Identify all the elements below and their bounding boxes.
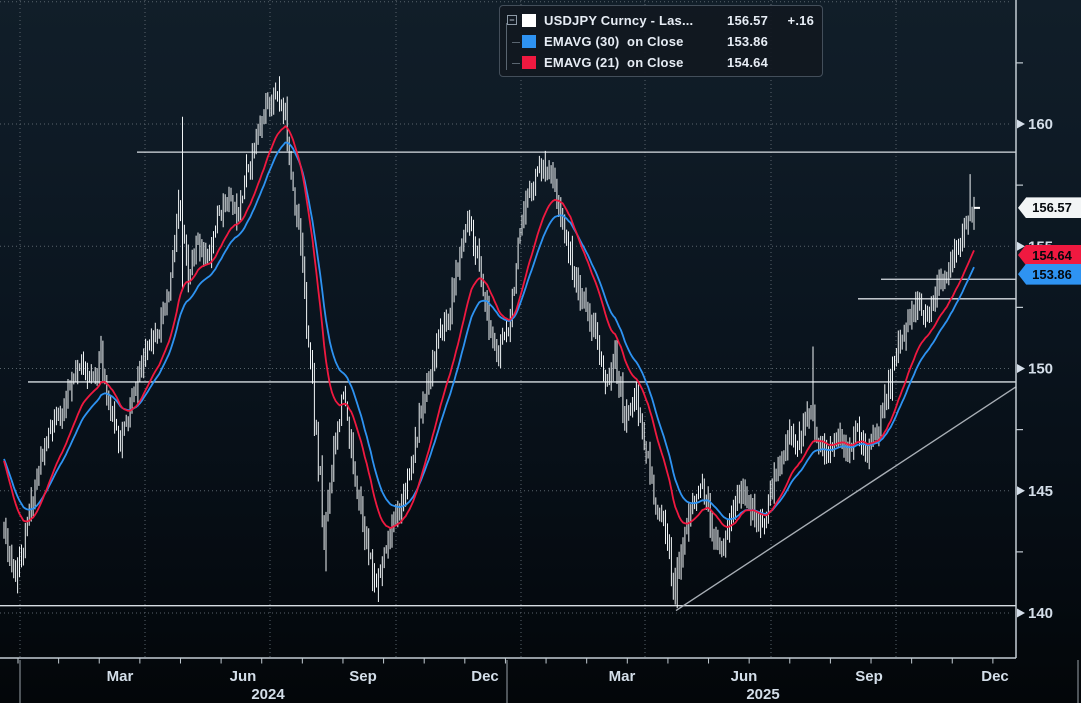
x-axis-labels: Mar Jun Sep Dec Mar Jun Sep Dec 2024 2025 — [107, 668, 1009, 703]
svg-text:140: 140 — [1028, 605, 1053, 622]
series-name: EMAVG (30) on Close — [544, 34, 684, 49]
usdjpy-color-swatch — [522, 14, 536, 27]
svg-text:Dec: Dec — [981, 668, 1009, 685]
svg-text:2024: 2024 — [251, 686, 285, 703]
legend-collapse-icon[interactable]: − — [507, 15, 517, 25]
svg-text:Mar: Mar — [107, 668, 134, 685]
svg-text:Jun: Jun — [230, 668, 257, 685]
ema-lines — [3, 125, 975, 529]
y-axis-labels: 160155150145140 — [1016, 62, 1053, 622]
svg-text:Dec: Dec — [471, 668, 499, 685]
series-name: USDJPY Curncy - Las... — [544, 13, 694, 28]
legend-row-emavg30[interactable]: EMAVG (30) on Close 153.86 — [506, 31, 814, 52]
svg-text:145: 145 — [1028, 483, 1053, 500]
svg-text:Sep: Sep — [349, 668, 377, 685]
legend[interactable]: − USDJPY Curncy - Las... 156.57 +.16 EMA… — [499, 5, 823, 77]
svg-text:Mar: Mar — [609, 668, 636, 685]
series-change: +.16 — [787, 13, 814, 28]
svg-text:150: 150 — [1028, 361, 1053, 378]
emavg30-color-swatch — [522, 35, 536, 48]
legend-row-emavg21[interactable]: EMAVG (21) on Close 154.64 — [506, 52, 814, 73]
legend-row-usdjpy[interactable]: − USDJPY Curncy - Las... 156.57 +.16 — [506, 10, 814, 31]
last-price-tag: 156.57 — [1018, 197, 1081, 219]
legend-tree-rail — [506, 23, 507, 70]
ohlc-bars — [3, 76, 980, 609]
ema30-price-tag: 153.86 — [1018, 263, 1081, 285]
svg-text:160: 160 — [1028, 116, 1053, 133]
series-last-value: 154.64 — [727, 55, 768, 70]
series-last-value: 156.57 — [727, 13, 768, 28]
svg-text:2025: 2025 — [746, 686, 779, 703]
series-name: EMAVG (21) on Close — [544, 55, 684, 70]
emavg21-color-swatch — [522, 56, 536, 69]
support-resistance-lines — [0, 151, 1016, 612]
gridlines — [0, 0, 1012, 658]
series-last-value: 153.86 — [727, 34, 768, 49]
ema21-price-tag: 154.64 — [1018, 244, 1081, 266]
svg-text:Jun: Jun — [731, 668, 758, 685]
svg-text:Sep: Sep — [855, 668, 883, 685]
